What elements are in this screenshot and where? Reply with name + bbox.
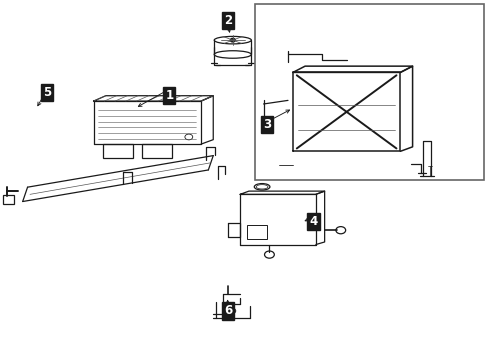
Text: 1: 1 bbox=[165, 89, 173, 102]
Text: 2: 2 bbox=[224, 14, 232, 27]
Bar bbox=[264, 133, 270, 140]
Bar bbox=[3, 195, 14, 204]
Text: 6: 6 bbox=[224, 305, 232, 318]
Bar bbox=[247, 225, 267, 239]
Bar bbox=[413, 128, 418, 137]
FancyBboxPatch shape bbox=[278, 155, 294, 168]
Circle shape bbox=[230, 39, 235, 42]
Text: 5: 5 bbox=[43, 86, 51, 99]
Bar bbox=[103, 144, 133, 158]
Bar bbox=[413, 110, 418, 119]
Bar bbox=[323, 31, 350, 40]
Text: 4: 4 bbox=[309, 215, 318, 228]
Bar bbox=[143, 144, 172, 158]
Bar bbox=[413, 92, 418, 101]
Bar bbox=[355, 32, 366, 39]
Text: 3: 3 bbox=[263, 118, 271, 131]
Bar bbox=[255, 4, 485, 180]
Bar bbox=[264, 126, 274, 134]
